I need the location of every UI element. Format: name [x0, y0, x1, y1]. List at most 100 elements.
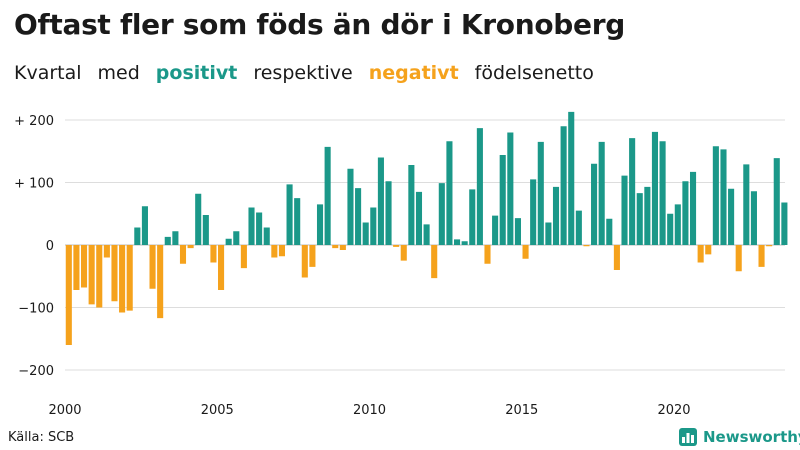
bar-negative: [697, 245, 704, 263]
bar-positive: [461, 241, 468, 245]
bar-negative: [157, 245, 164, 319]
bar-positive: [408, 165, 415, 245]
bar-positive: [674, 204, 681, 246]
bar-positive: [225, 238, 232, 245]
bar-positive: [446, 141, 453, 245]
bar-negative: [393, 245, 400, 247]
bar-positive: [629, 138, 636, 246]
bar-positive: [537, 141, 544, 246]
bar-positive: [689, 171, 697, 246]
bar-positive: [621, 175, 628, 246]
bar-negative: [179, 245, 187, 264]
bar-positive: [248, 207, 255, 245]
x-tick-label: 2015: [505, 403, 538, 418]
subtitle-word: respektive: [253, 62, 353, 84]
subtitle-negative-label: negativt: [368, 62, 459, 84]
bar-negative: [271, 245, 278, 258]
bar-positive: [499, 155, 506, 245]
bar-chart-logo-icon: [679, 428, 697, 446]
bar-positive: [507, 132, 514, 245]
bar-positive: [355, 188, 362, 246]
bar-negative: [96, 245, 103, 308]
bar-negative: [484, 245, 491, 264]
bar-negative: [65, 245, 72, 345]
bar-positive: [750, 191, 757, 245]
bar-positive: [514, 218, 521, 246]
bar-negative: [301, 245, 308, 278]
bar-negative: [187, 245, 194, 249]
bar-positive: [316, 204, 324, 246]
bar-positive: [568, 111, 575, 246]
x-tick-label: 2000: [48, 403, 81, 418]
bar-positive: [370, 207, 377, 245]
bar-negative: [705, 245, 712, 255]
bar-positive: [286, 184, 293, 246]
bar-positive: [385, 181, 392, 245]
bar-negative: [149, 245, 156, 289]
chart-title: Oftast fler som föds än dör i Kronoberg: [14, 8, 625, 41]
bar-positive: [141, 206, 148, 245]
x-tick-label: 2005: [201, 403, 234, 418]
bar-positive: [781, 202, 788, 245]
bar-positive: [362, 222, 369, 245]
bar-negative: [278, 245, 285, 257]
y-tick-label: −200: [18, 364, 54, 379]
bar-positive: [659, 141, 666, 245]
bar-positive: [712, 146, 719, 245]
subtitle-positive-label: positivt: [155, 62, 238, 84]
bar-positive: [644, 186, 651, 246]
bar-positive: [233, 231, 240, 245]
x-tick-label: 2020: [657, 403, 690, 418]
logo-text: Newsworthy: [703, 428, 800, 446]
bar-negative: [400, 245, 407, 261]
bar-positive: [423, 224, 430, 246]
bar-negative: [126, 245, 133, 311]
bar-negative: [758, 245, 765, 267]
bar-positive: [476, 128, 483, 246]
bar-positive: [682, 181, 689, 245]
bar-positive: [552, 186, 560, 246]
bar-positive: [591, 163, 598, 245]
bar-positive: [530, 179, 537, 246]
bar-positive: [202, 215, 209, 245]
bar-positive: [560, 126, 567, 245]
bar-positive: [415, 191, 423, 246]
bar-positive: [720, 149, 727, 246]
x-tick-label: 2010: [353, 403, 386, 418]
subtitle-word: med: [97, 62, 140, 84]
bar-positive: [545, 222, 552, 245]
bar-positive: [377, 157, 384, 245]
bar-layer: [65, 111, 788, 345]
bar-negative: [309, 245, 316, 267]
bar-negative: [766, 245, 773, 247]
y-tick-label: + 200: [14, 114, 54, 129]
bar-positive: [575, 210, 582, 246]
bar-negative: [88, 245, 95, 305]
bar-negative: [583, 245, 590, 247]
bar-positive: [743, 164, 750, 246]
bar-negative: [339, 245, 346, 250]
bar-negative: [218, 245, 225, 290]
y-tick-label: −100: [18, 302, 54, 317]
axis-layer: + 200 + 100 0 −100 −200 2000 2005 2010 2015 2020: [14, 114, 690, 418]
bar-negative: [332, 245, 339, 249]
bar-negative: [613, 245, 620, 270]
y-tick-label: + 100: [14, 177, 54, 192]
bar-negative: [522, 245, 529, 259]
bar-negative: [240, 245, 247, 269]
bar-negative: [431, 245, 438, 279]
bar-positive: [195, 193, 202, 245]
bar-positive: [728, 188, 735, 245]
bar-positive: [172, 231, 179, 245]
bar-positive: [134, 227, 141, 245]
bar-positive: [263, 227, 270, 245]
bar-negative: [111, 245, 118, 302]
bar-positive: [636, 193, 643, 246]
subtitle-word: Kvartal: [14, 62, 82, 84]
bar-positive: [598, 141, 605, 246]
bar-positive: [492, 215, 499, 246]
bar-negative: [119, 245, 126, 313]
bar-positive: [294, 198, 301, 246]
bar-positive: [438, 183, 445, 246]
